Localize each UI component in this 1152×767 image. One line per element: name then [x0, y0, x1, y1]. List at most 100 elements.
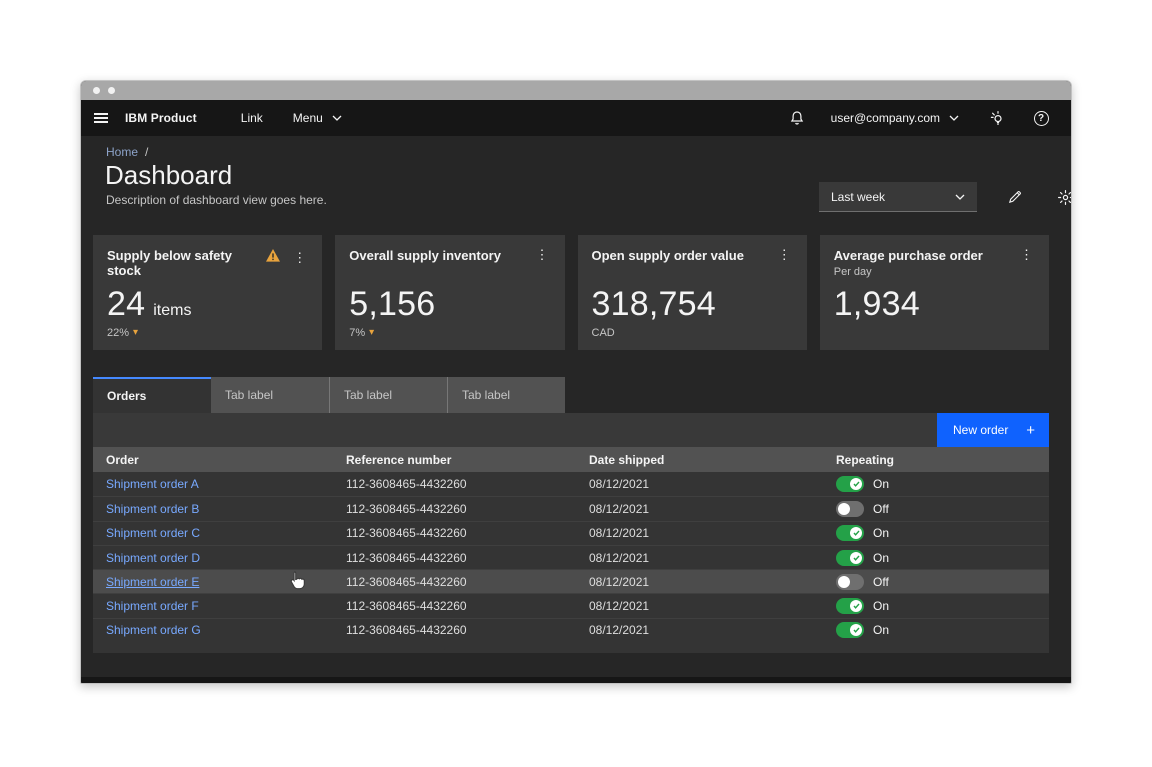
table-row[interactable]: Shipment order A 112-3608465-4432260 08/12… — [93, 472, 1049, 497]
table-row[interactable]: Shipment order G 112-3608465-4432260 08/12… — [93, 617, 1049, 643]
tab-tab-label[interactable]: Tab label — [211, 377, 329, 413]
kpi-card-header: Supply below safety stock ⋮ — [107, 248, 308, 278]
menu-hamburger-icon[interactable] — [81, 100, 121, 136]
overflow-menu-icon[interactable]: ⋮ — [535, 247, 549, 262]
kpi-sub-label: CAD — [591, 326, 615, 339]
order-link[interactable]: Shipment order F — [106, 599, 199, 614]
repeating-cell: On — [836, 476, 889, 493]
notifications-bell-icon[interactable] — [785, 106, 809, 130]
kpi-card-titles: Open supply order value — [592, 248, 744, 263]
repeating-cell: Off — [836, 500, 889, 517]
order-link[interactable]: Shipment order G — [106, 623, 201, 638]
table-row[interactable]: Shipment order D 112-3608465-4432260 08/12… — [93, 544, 1049, 570]
edit-pencil-icon[interactable] — [1003, 185, 1027, 209]
repeating-toggle[interactable] — [836, 549, 864, 566]
kpi-card-titles: Overall supply inventory — [349, 248, 501, 263]
kpi-value-row: 24 items — [107, 287, 308, 321]
kpi-value: 5,156 — [349, 285, 436, 323]
table-footer-strip — [93, 642, 1049, 653]
kpi-card-title: Average purchase order — [833, 248, 983, 263]
kpi-cards-row: Supply below safety stock ⋮ 24 items 22% ▾ Ove… — [93, 235, 1049, 350]
table-header-row: Order Reference number Date shipped Repeati… — [93, 447, 1049, 472]
app-header: IBM Product Link Menu user@company.com ? — [81, 100, 1071, 136]
overflow-menu-icon[interactable]: ⋮ — [293, 249, 307, 265]
app-title: IBM Product — [125, 111, 197, 125]
window-bottom-band — [81, 677, 1071, 683]
table-row[interactable]: Shipment order C 112-3608465-4432260 08/12… — [93, 520, 1049, 545]
table-row[interactable]: Shipment order F 112-3608465-4432260 08/12… — [93, 593, 1049, 618]
column-header: Date shipped — [589, 452, 665, 467]
toggle-wrap: On — [836, 598, 890, 615]
table-row[interactable]: Shipment order B 112-3608465-4432260 08/12… — [93, 496, 1049, 521]
repeating-toggle[interactable] — [836, 476, 864, 493]
help-question-glyph: ? — [1033, 110, 1049, 126]
table-row[interactable]: Shipment order E 112-3608465-4432260 08/12… — [93, 569, 1049, 594]
repeating-cell: On — [836, 598, 890, 615]
order-cell: Shipment order D — [106, 551, 200, 565]
overflow-menu-icon[interactable]: ⋮ — [1020, 247, 1033, 262]
kpi-card-icons: ⋮ — [1018, 248, 1035, 261]
timeframe-dropdown-value: Last week — [831, 189, 886, 204]
order-link[interactable]: Shipment order E — [106, 574, 200, 589]
column-header: Repeating — [836, 452, 895, 467]
toggle-wrap: On — [836, 476, 889, 493]
date-cell: 08/12/2021 — [589, 477, 650, 492]
page-description: Description of dashboard view goes here. — [106, 193, 327, 207]
lightbulb-theme-icon[interactable] — [985, 106, 1009, 130]
window-titlebar[interactable] — [81, 81, 1071, 100]
toggle-knob — [850, 600, 862, 613]
tab-tab-label[interactable]: Tab label — [447, 377, 565, 413]
order-cell: Shipment order E — [106, 575, 199, 589]
repeating-toggle[interactable] — [836, 573, 864, 590]
window-control-dot[interactable] — [108, 87, 115, 94]
kpi-card-title: Open supply order value — [591, 248, 744, 263]
kpi-card-title: Overall supply inventory — [349, 248, 501, 263]
breadcrumb-home-link[interactable]: Home — [106, 145, 139, 159]
toggle-label: On — [873, 599, 890, 614]
date-cell: 08/12/2021 — [589, 574, 650, 589]
nav-menu[interactable]: Menu — [293, 111, 342, 125]
kpi-card-subtitle: Per day — [833, 266, 872, 278]
kpi-card: Average purchase order Per day ⋮ 1,934 — [819, 235, 1049, 350]
browser-window: IBM Product Link Menu user@company.com ? — [80, 80, 1072, 684]
kpi-card: Supply below safety stock ⋮ 24 items 22% ▾ — [93, 235, 323, 350]
order-link[interactable]: Shipment order C — [106, 526, 201, 541]
nav-menu-label: Menu — [292, 111, 323, 125]
settings-gear-icon[interactable] — [1053, 185, 1071, 209]
tab-tab-label[interactable]: Tab label — [329, 377, 447, 413]
user-account-menu[interactable]: user@company.com — [830, 111, 940, 125]
help-icon[interactable]: ? — [1029, 106, 1053, 130]
repeating-cell: Off — [836, 573, 889, 590]
kpi-card-titles: Supply below safety stock — [107, 248, 265, 278]
chevron-down-icon — [332, 115, 342, 121]
table-toolbar: New order + — [93, 413, 1049, 447]
new-order-button[interactable]: New order + — [937, 413, 1049, 447]
chevron-down-icon[interactable] — [949, 115, 959, 121]
kpi-value: 318,754 — [591, 285, 716, 323]
reference-cell: 112-3608465-4432260 — [346, 477, 467, 492]
order-link[interactable]: Shipment order B — [106, 501, 200, 516]
repeating-toggle[interactable] — [836, 598, 864, 615]
overflow-menu-icon[interactable]: ⋮ — [777, 247, 791, 262]
toggle-wrap: On — [836, 549, 889, 566]
order-link[interactable]: Shipment order D — [106, 550, 201, 565]
page-controls: Last week — [819, 182, 1071, 212]
kpi-sub-line: CAD — [592, 325, 793, 340]
reference-cell: 112-3608465-4432260 — [346, 550, 467, 565]
triangle-down-icon: ▾ — [133, 327, 139, 338]
repeating-toggle[interactable] — [836, 622, 864, 639]
date-cell: 08/12/2021 — [589, 599, 650, 614]
timeframe-dropdown[interactable]: Last week — [819, 182, 977, 212]
window-control-dot[interactable] — [93, 87, 100, 94]
repeating-toggle[interactable] — [836, 525, 864, 542]
nav-link[interactable]: Link — [240, 111, 263, 125]
repeating-toggle[interactable] — [836, 500, 864, 517]
toggle-knob — [838, 502, 850, 515]
date-cell: 08/12/2021 — [589, 526, 650, 541]
toggle-knob — [838, 575, 850, 588]
warning-icon — [265, 248, 281, 266]
tab-orders[interactable]: Orders — [93, 377, 211, 413]
kpi-card-header: Average purchase order Per day ⋮ — [834, 248, 1035, 278]
order-link[interactable]: Shipment order A — [106, 477, 199, 492]
